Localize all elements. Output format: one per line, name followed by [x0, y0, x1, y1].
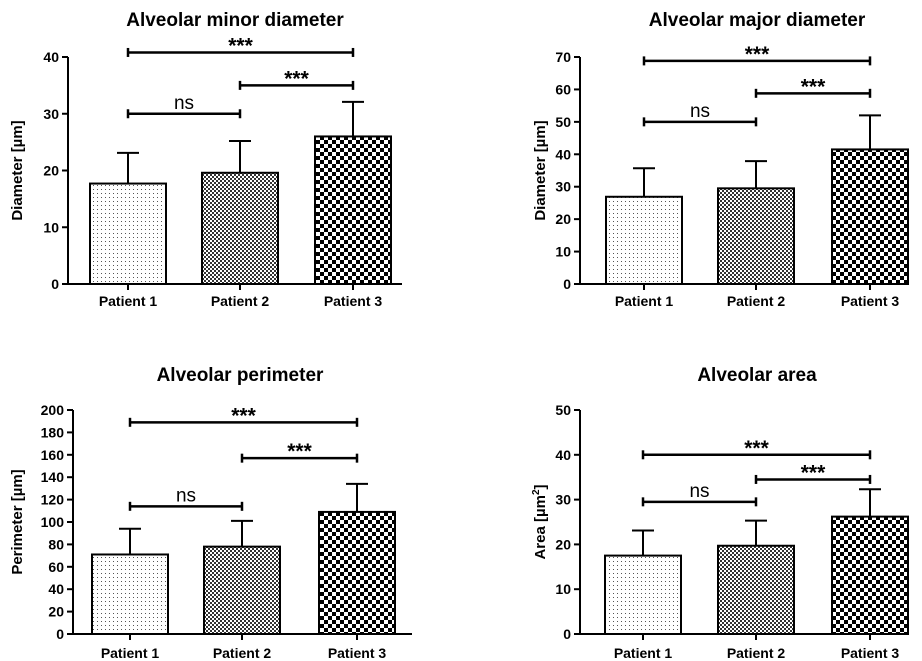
y-tick-label: 10 [555, 244, 571, 260]
chart-title: Alveolar minor diameter [126, 10, 344, 31]
y-tick-label: 140 [41, 469, 65, 485]
significance-label: *** [228, 34, 253, 57]
y-tick-label: 200 [41, 402, 65, 418]
y-tick-label: 30 [43, 106, 59, 122]
y-tick-label: 0 [51, 276, 59, 292]
significance-label: ns [174, 93, 194, 114]
y-axis-label-text: Area [µm [532, 495, 549, 560]
bar [314, 135, 392, 285]
chart-panel: Alveolar area Area [µm2] 0 10 20 30 40 50 Patien… [531, 365, 909, 661]
y-axis-label-text: Perimeter [µm] [9, 469, 26, 574]
y-tick-label: 30 [555, 492, 571, 508]
y-tick-label: 40 [43, 49, 59, 65]
significance-label: *** [231, 404, 256, 427]
y-tick-label: 20 [43, 163, 59, 179]
y-tick-label: 40 [555, 146, 571, 162]
y-tick-label: 0 [56, 626, 64, 642]
bar [91, 553, 169, 635]
x-tick-label: Patient 2 [727, 645, 786, 661]
x-tick-label: Patient 1 [101, 645, 160, 661]
y-axis-label-text: Diameter [µm] [9, 120, 26, 220]
y-tick-label: 40 [555, 447, 571, 463]
x-tick-label: Patient 3 [841, 645, 900, 661]
chart-title: Alveolar area [697, 365, 817, 386]
chart-title: Alveolar perimeter [157, 365, 324, 386]
x-tick-label: Patient 1 [99, 293, 158, 309]
x-tick-label: Patient 1 [614, 645, 673, 661]
bar [831, 148, 909, 285]
chart-panel: Alveolar perimeter Perimeter [µm] 0 20 40 60 8… [9, 365, 412, 661]
chart-panel: Alveolar minor diameter Diameter [µm] 0 10 2… [9, 10, 402, 309]
bar [318, 510, 396, 636]
bar [604, 554, 682, 635]
y-axis-label: Perimeter [µm] [9, 469, 26, 574]
bar [203, 545, 281, 636]
bar [201, 171, 279, 286]
y-axis-label-superscript: 2 [531, 489, 542, 495]
y-tick-label: 160 [41, 447, 65, 463]
significance-label: *** [801, 461, 826, 484]
x-tick-label: Patient 2 [211, 293, 270, 309]
x-tick-label: Patient 3 [841, 293, 900, 309]
bar [717, 187, 795, 285]
x-tick-label: Patient 2 [727, 293, 786, 309]
y-tick-label: 60 [48, 559, 64, 575]
bar [831, 515, 909, 636]
significance-label: *** [287, 440, 312, 463]
y-tick-label: 10 [43, 219, 59, 235]
y-axis-label-text: Diameter [µm] [532, 120, 549, 220]
significance-label: ns [690, 101, 710, 122]
significance-label: *** [744, 437, 769, 460]
y-axis-label-suffix: ] [532, 484, 549, 489]
y-axis-label: Diameter [µm] [9, 120, 26, 220]
chart-panel: Alveolar major diameter Diameter [µm] 0 10 2… [532, 10, 909, 309]
y-tick-label: 10 [555, 581, 571, 597]
y-tick-label: 60 [555, 81, 571, 97]
y-tick-label: 20 [555, 211, 571, 227]
y-tick-label: 100 [41, 514, 65, 530]
significance-label: *** [745, 43, 770, 66]
y-tick-label: 50 [555, 114, 571, 130]
y-tick-label: 180 [41, 424, 65, 440]
y-tick-label: 40 [48, 581, 64, 597]
x-tick-label: Patient 3 [328, 645, 387, 661]
y-tick-label: 0 [563, 276, 571, 292]
y-tick-label: 20 [555, 536, 571, 552]
bar [605, 195, 683, 285]
bar [717, 544, 795, 636]
y-tick-label: 30 [555, 179, 571, 195]
y-axis-label: Diameter [µm] [532, 120, 549, 220]
bar [89, 182, 167, 286]
significance-label: ns [689, 481, 709, 502]
y-axis-label: Area [µm2] [531, 484, 549, 559]
significance-label: *** [284, 67, 309, 90]
y-tick-label: 0 [563, 626, 571, 642]
x-tick-label: Patient 2 [213, 645, 272, 661]
y-tick-label: 80 [48, 536, 64, 552]
significance-label: *** [801, 75, 826, 98]
x-tick-label: Patient 3 [324, 293, 383, 309]
x-tick-label: Patient 1 [615, 293, 674, 309]
y-tick-label: 70 [555, 49, 571, 65]
y-tick-label: 20 [48, 604, 64, 620]
y-tick-label: 50 [555, 402, 571, 418]
significance-label: ns [176, 485, 196, 506]
y-tick-label: 120 [41, 492, 65, 508]
chart-title: Alveolar major diameter [649, 10, 866, 31]
